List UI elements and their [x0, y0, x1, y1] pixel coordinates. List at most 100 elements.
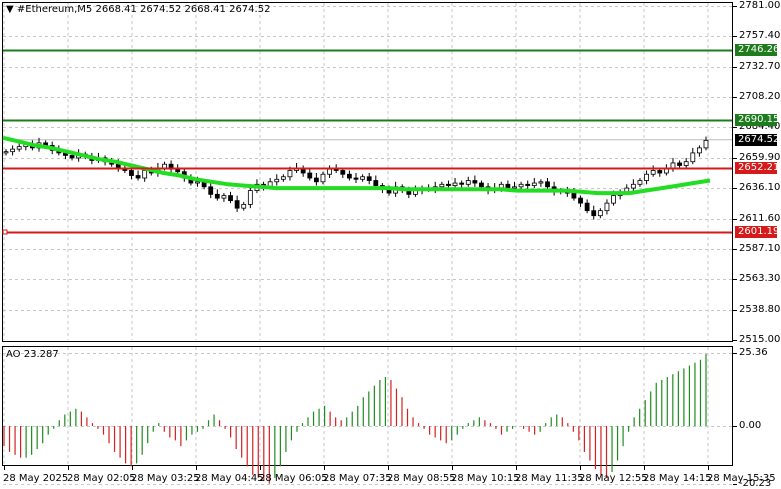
- price-label: 2538.80: [739, 304, 781, 315]
- time-tick: [196, 466, 197, 470]
- candle-body: [545, 181, 550, 188]
- time-tick: [644, 466, 645, 470]
- price-tick: [733, 97, 737, 98]
- time-tick: [4, 466, 5, 470]
- candle-body: [472, 180, 478, 184]
- ao-indicator-pane[interactable]: [2, 346, 733, 466]
- candle-body: [690, 152, 696, 163]
- time-tick: [68, 466, 69, 470]
- chart-header: ▼ #Ethereum,M5 2668.41 2674.52 2668.41 2…: [6, 4, 270, 15]
- time-label: 28 May 2025: [3, 473, 69, 484]
- time-label: 28 May 04:45: [195, 473, 264, 484]
- candle-body: [175, 168, 181, 173]
- candle-body: [221, 195, 227, 199]
- price-tag: 2674.52: [735, 134, 779, 146]
- candle-body: [657, 170, 663, 174]
- time-label: 28 May 02:05: [67, 473, 136, 484]
- candle-body: [274, 178, 280, 183]
- time-tick: [580, 466, 581, 470]
- candle-body: [677, 162, 682, 166]
- candle-body: [16, 146, 22, 150]
- price-label: 2636.10: [739, 182, 781, 193]
- price-label: 2563.30: [739, 273, 781, 284]
- candle-body: [241, 203, 247, 209]
- candle-body: [228, 195, 233, 202]
- candle-body: [360, 176, 366, 180]
- price-tag: 2690.15: [735, 114, 779, 126]
- time-tick: [708, 466, 709, 470]
- candle-body: [366, 176, 372, 181]
- candle-body: [531, 182, 537, 186]
- price-label: 2708.20: [739, 91, 781, 102]
- price-tick: [733, 188, 737, 189]
- candle-body: [373, 180, 379, 186]
- time-label: 28 May 07:35: [323, 473, 392, 484]
- candle-body: [340, 170, 346, 175]
- price-tick: [733, 340, 737, 341]
- moving-average-line: [2, 135, 711, 196]
- price-label: 2587.10: [739, 243, 781, 254]
- candle-body: [3, 151, 9, 154]
- candle-body: [465, 180, 471, 185]
- candle-body: [135, 175, 141, 179]
- candle-body: [234, 200, 240, 209]
- candle-body: [683, 161, 689, 166]
- price-tick: [733, 158, 737, 159]
- price-tick: [733, 249, 737, 250]
- price-tick: [733, 36, 737, 37]
- candle-body: [670, 162, 676, 169]
- ao-tick: [733, 426, 737, 427]
- ao-tick: [733, 353, 737, 354]
- candle-body: [214, 193, 220, 199]
- price-tag: 2601.19: [735, 226, 779, 238]
- candle-body: [208, 186, 214, 195]
- price-tick: [733, 127, 737, 128]
- ao-tick: [733, 484, 737, 485]
- time-tick: [388, 466, 389, 470]
- price-tag: 2746.26: [735, 44, 779, 56]
- time-label: 28 May 03:25: [131, 473, 200, 484]
- price-label: 2781.00: [739, 0, 781, 11]
- candle-body: [195, 181, 200, 184]
- candle-body: [439, 183, 445, 188]
- collapse-arrow-icon[interactable]: ▼: [6, 4, 14, 15]
- time-tick: [516, 466, 517, 470]
- candle-body: [280, 176, 286, 180]
- symbol-label: #Ethereum,M5: [16, 4, 93, 15]
- candle-body: [578, 197, 583, 204]
- price-label: 2757.40: [739, 30, 781, 41]
- time-label: 28 May 12:55: [579, 473, 648, 484]
- candle-body: [512, 186, 517, 189]
- time-label: 28 May 11:35: [515, 473, 584, 484]
- candle-body: [650, 170, 656, 175]
- candle-body: [307, 172, 313, 179]
- candle-body: [696, 147, 702, 154]
- time-label: 28 May 08:55: [387, 473, 456, 484]
- price-tick: [733, 310, 737, 311]
- price-label: 2684.40: [739, 121, 781, 132]
- price-chart-pane[interactable]: [2, 2, 733, 342]
- candle-body: [247, 190, 253, 205]
- candle-body: [320, 173, 326, 183]
- candle-body: [604, 202, 610, 212]
- candle-body: [525, 183, 531, 186]
- candle-body: [313, 177, 319, 183]
- time-tick: [452, 466, 453, 470]
- ao-header: AO 23.287: [6, 349, 59, 360]
- time-label: 28 May 06:05: [259, 473, 328, 484]
- ao-value-label: -20.23: [739, 478, 772, 489]
- candle-body: [287, 170, 293, 178]
- candle-body: [538, 181, 544, 184]
- candle-body: [353, 177, 359, 180]
- candle-body: [346, 173, 352, 179]
- candle-body: [637, 180, 643, 185]
- time-tick: [132, 466, 133, 470]
- level-handle: [2, 229, 8, 235]
- candle-body: [69, 155, 75, 159]
- price-label: 2659.90: [739, 152, 781, 163]
- candle-body: [644, 173, 649, 181]
- candle-body: [142, 170, 148, 179]
- candle-body: [10, 148, 16, 153]
- candle-body: [479, 182, 484, 188]
- candle-body: [591, 210, 597, 217]
